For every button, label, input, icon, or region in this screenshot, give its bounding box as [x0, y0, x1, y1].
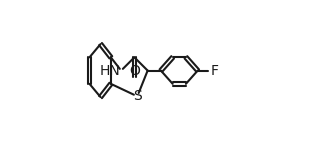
Text: O: O [129, 64, 140, 78]
Text: F: F [210, 64, 218, 78]
Text: HN: HN [100, 64, 120, 78]
Text: S: S [133, 89, 142, 103]
